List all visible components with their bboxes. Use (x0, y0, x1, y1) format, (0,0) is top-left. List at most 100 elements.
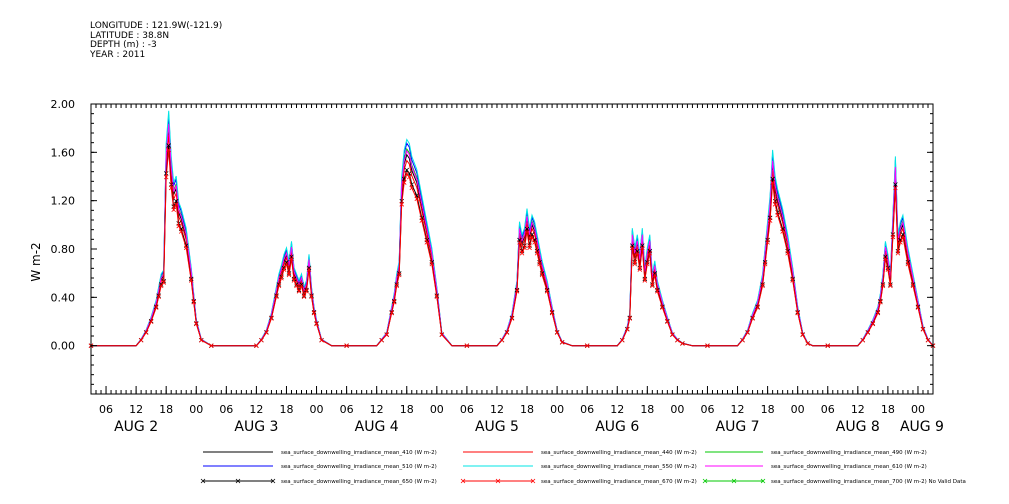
legend-marker (235, 478, 241, 484)
depth-label: DEPTH (m) : -3 (90, 40, 157, 50)
x-tick-label: 12 (610, 403, 624, 416)
series-marker-7 (198, 337, 204, 343)
series-marker-6 (158, 282, 164, 287)
plot-frame (90, 103, 934, 395)
series-marker-7 (191, 299, 197, 305)
x-tick-label: 18 (400, 403, 414, 416)
series-marker-7 (878, 299, 883, 305)
series-marker-7 (925, 337, 931, 343)
legend-label: sea_surface_downwelling_irradiance_mean_… (771, 464, 927, 470)
legend-label: sea_surface_downwelling_irradiance_mean_… (281, 479, 437, 485)
y-tick-label: 0.40 (51, 291, 76, 304)
x-axis: 06 12 18 00 06 12 18 00 06 12 18 00 06 12 18 00 06 12 18 00… (90, 104, 944, 435)
x-day-label: AUG 5 (475, 419, 519, 435)
series-marker-7 (178, 229, 184, 234)
series-marker-7 (584, 343, 590, 348)
series-marker-7 (311, 310, 317, 316)
x-tick-label: 12 (490, 403, 504, 416)
series-marker-7 (637, 267, 643, 272)
series-marker-7 (635, 250, 640, 256)
series-marker-6 (284, 260, 289, 265)
series-marker-7 (767, 218, 773, 223)
series-marker-7 (740, 337, 745, 343)
series-marker-7 (158, 283, 164, 289)
series-marker-7 (509, 316, 515, 321)
legend-marker (760, 478, 766, 484)
x-day-label: AUG 8 (836, 419, 880, 435)
series-marker-7 (665, 319, 670, 325)
series-marker-7 (888, 283, 893, 289)
legend-marker (731, 478, 737, 484)
series-marker-7 (652, 272, 658, 278)
series-marker-7 (705, 343, 710, 348)
series-marker-7 (624, 327, 630, 332)
series-marker-7 (645, 261, 650, 267)
legend-label: sea_surface_downwelling_irradiance_mean_… (541, 479, 697, 485)
series-marker-7 (401, 180, 407, 185)
series-marker-7 (660, 305, 665, 310)
series-marker-7 (675, 337, 680, 343)
series-marker-7 (800, 332, 805, 338)
series-marker-7 (409, 185, 415, 191)
series-marker-7 (188, 278, 194, 283)
series-marker-7 (765, 240, 770, 245)
series-marker-7 (905, 261, 911, 267)
x-tick-label: 00 (670, 403, 684, 416)
series-marker-7 (299, 283, 304, 289)
series-marker-7 (138, 337, 144, 343)
series-marker-7 (156, 294, 161, 300)
y-tick-label: 1.20 (51, 195, 76, 208)
series-marker-7 (517, 240, 522, 245)
series-marker-7 (389, 310, 394, 316)
series-marker-7 (532, 240, 537, 245)
series-marker-7 (650, 283, 655, 289)
series-marker-7 (304, 289, 309, 294)
series-marker-7 (163, 174, 169, 180)
series-marker-7 (825, 343, 831, 348)
series-marker-7 (314, 321, 319, 327)
series-marker-7 (619, 337, 625, 343)
x-day-label: AUG 9 (900, 419, 944, 435)
series-marker-7 (539, 272, 545, 278)
series-marker-6 (289, 254, 294, 260)
series-marker-7 (404, 171, 410, 177)
series-marker-7 (394, 283, 400, 289)
series-marker-7 (554, 330, 560, 335)
series-marker-7 (286, 272, 292, 278)
series-marker-7 (464, 343, 470, 348)
series-marker-7 (504, 330, 510, 335)
series-marker-7 (630, 245, 635, 251)
series-marker-7 (895, 250, 901, 256)
series-marker-7 (920, 327, 926, 332)
x-tick-label: 18 (881, 403, 895, 416)
series-marker-7 (173, 202, 179, 207)
series-marker-7 (642, 278, 648, 283)
series-marker-7 (559, 340, 565, 345)
series-marker-7 (519, 250, 525, 256)
series-marker-7 (880, 283, 886, 289)
series-marker-6 (299, 282, 304, 287)
legend-marker (495, 478, 501, 484)
series-marker-7 (755, 305, 760, 310)
x-tick-label: 00 (430, 403, 444, 416)
series-marker-7 (534, 250, 540, 256)
series-marker-7 (780, 229, 785, 234)
series-marker-7 (161, 280, 166, 285)
x-tick-label: 06 (700, 403, 714, 416)
legend-marker (460, 478, 466, 484)
series-marker-7 (544, 289, 550, 294)
series-marker-7 (627, 316, 633, 321)
y-tick-label: 0.80 (51, 243, 76, 256)
series-marker-7 (168, 185, 174, 191)
x-tick-label: 00 (911, 403, 925, 416)
series-marker-7 (640, 245, 645, 251)
series-marker-7 (885, 267, 891, 272)
series-marker-7 (171, 207, 176, 213)
x-tick-label: 18 (520, 403, 534, 416)
series-marker-7 (264, 330, 269, 335)
series-marker-7 (319, 337, 324, 343)
series-marker-7 (384, 332, 389, 338)
x-tick-label: 12 (731, 403, 745, 416)
series-marker-7 (379, 337, 384, 343)
series-marker-6 (647, 248, 653, 254)
